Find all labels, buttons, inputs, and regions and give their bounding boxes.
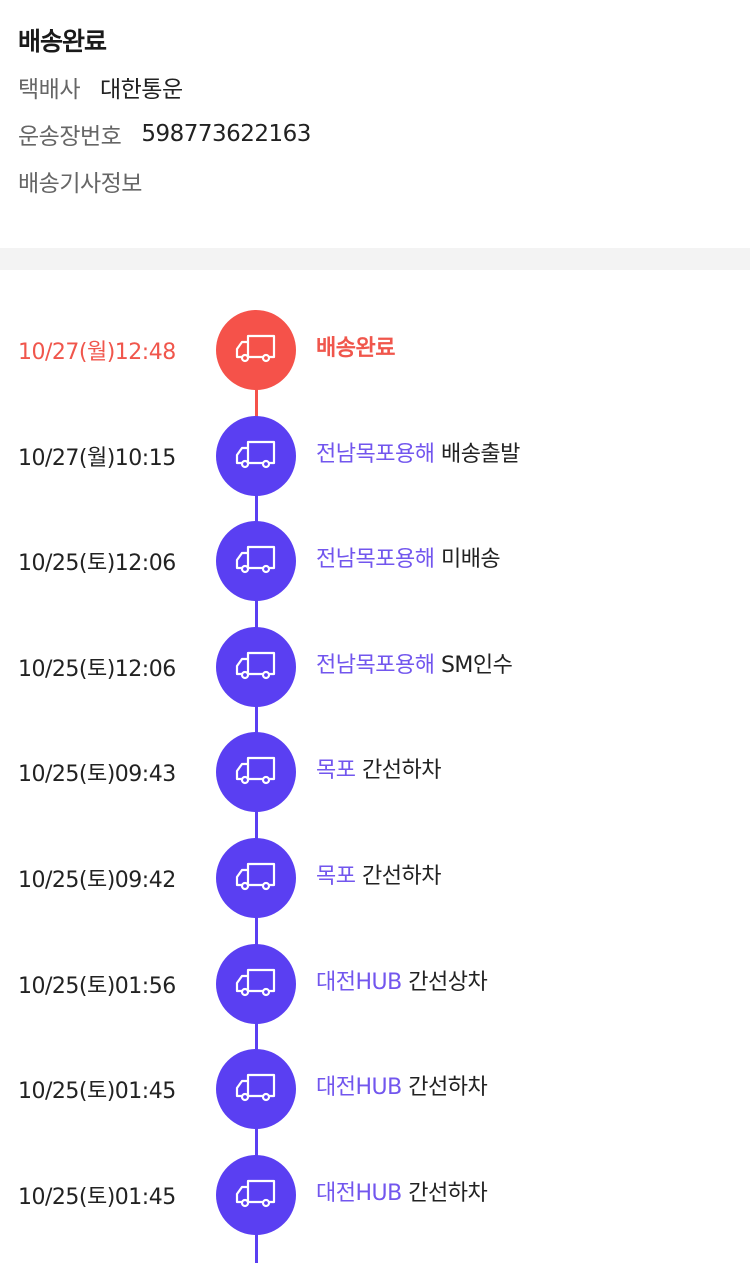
event-description: 목포 간선하차 — [316, 752, 441, 784]
status-circle — [216, 521, 296, 602]
event-time: 10/25(토)12:06 — [18, 551, 176, 577]
timeline-connector — [255, 915, 258, 946]
timeline-item: 10/25(토)01:45 대전HUB 간선하차 — [0, 1049, 750, 1158]
status-circle — [216, 1049, 296, 1130]
timeline-item: 10/25(토)12:06 전남목포용해 미배송 — [0, 521, 750, 630]
driver-info-row[interactable]: 배송기사정보 — [18, 162, 732, 199]
timeline-connector — [255, 388, 258, 418]
truck-icon — [234, 965, 278, 1003]
truck-icon — [234, 859, 278, 897]
event-description: 전남목포용해 SM인수 — [316, 647, 513, 679]
event-time: 10/25(토)09:43 — [18, 762, 176, 788]
tracking-timeline: 10/27(월)12:48 배송완료 10/27(월)10:15 전남목포용해 배… — [0, 270, 750, 1263]
event-time: 10/27(월)10:15 — [18, 445, 176, 471]
delivery-status-title: 배송완료 — [18, 27, 107, 56]
status-circle — [216, 1154, 296, 1235]
event-status: SM인수 — [440, 652, 513, 678]
truck-icon — [234, 437, 278, 475]
status-circle — [216, 310, 296, 390]
event-time: 10/25(토)01:56 — [18, 973, 176, 999]
event-time: 10/25(토)12:06 — [18, 656, 176, 682]
timeline-connector — [255, 1127, 258, 1158]
truck-icon — [234, 1176, 278, 1214]
event-location: 대전HUB — [316, 1075, 402, 1101]
truck-icon — [234, 753, 278, 791]
courier-value: 대한통운 — [99, 76, 183, 103]
status-circle — [216, 943, 296, 1024]
event-time: 10/25(토)01:45 — [18, 1184, 176, 1210]
event-description: 대전HUB 간선하차 — [316, 1069, 488, 1101]
driver-info-label[interactable]: 배송기사정보 — [18, 170, 142, 197]
event-description: 대전HUB 간선하차 — [316, 1175, 488, 1207]
timeline-item: 10/25(토)09:43 목포 간선하차 — [0, 732, 750, 841]
timeline-connector — [255, 810, 258, 841]
event-status: 미배송 — [440, 547, 501, 573]
timeline-item: 10/25(토)09:42 목포 간선하차 — [0, 837, 750, 946]
event-description: 전남목포용해 배송출발 — [316, 436, 520, 468]
delivery-summary: 배송완료 택배사 대한통운 운송장번호 598773622163 배송기사정보 — [0, 0, 750, 248]
timeline-connector — [255, 599, 258, 630]
event-location: 목포 — [316, 863, 356, 889]
event-location: 목포 — [316, 758, 356, 784]
status-circle — [216, 626, 296, 707]
status-circle — [216, 732, 296, 813]
timeline-item: 10/25(토)12:06 전남목포용해 SM인수 — [0, 626, 750, 735]
event-status: 간선하차 — [361, 863, 441, 889]
event-location: 대전HUB — [316, 969, 402, 995]
tracking-label: 운송장번호 — [18, 123, 122, 150]
truck-icon — [234, 648, 278, 686]
courier-label: 택배사 — [18, 76, 80, 103]
tracking-row: 운송장번호 598773622163 — [18, 115, 732, 152]
timeline-connector — [255, 1232, 258, 1263]
status-circle — [216, 837, 296, 918]
event-time: 10/25(토)01:45 — [18, 1079, 176, 1105]
tracking-number[interactable]: 598773622163 — [141, 120, 311, 147]
timeline-item: 10/27(월)12:48 배송완료 — [0, 310, 750, 418]
event-location: 전남목포용해 — [316, 652, 435, 678]
event-description: 전남목포용해 미배송 — [316, 541, 501, 573]
timeline-connector — [255, 493, 258, 524]
event-description: 배송완료 — [316, 330, 395, 362]
event-status: 간선하차 — [408, 1180, 488, 1206]
event-time: 10/27(월)12:48 — [18, 340, 176, 365]
timeline-item: 10/25(토)01:56 대전HUB 간선상차 — [0, 943, 750, 1052]
timeline-connector — [255, 1021, 258, 1052]
event-description: 목포 간선하차 — [316, 858, 441, 890]
event-status: 간선상차 — [408, 969, 488, 995]
event-status: 배송출발 — [440, 441, 520, 467]
timeline-connector — [255, 704, 258, 735]
event-time: 10/25(토)09:42 — [18, 867, 176, 893]
event-description: 대전HUB 간선상차 — [316, 964, 488, 996]
event-status: 간선하차 — [361, 758, 441, 784]
event-location: 전남목포용해 — [316, 441, 435, 467]
timeline-item: 10/25(토)01:45 대전HUB 간선하차 — [0, 1154, 750, 1263]
truck-icon — [234, 542, 278, 580]
truck-icon — [234, 1070, 278, 1108]
event-location: 대전HUB — [316, 1180, 402, 1206]
timeline-item: 10/27(월)10:15 전남목포용해 배송출발 — [0, 415, 750, 524]
section-divider — [0, 248, 750, 270]
event-location: 전남목포용해 — [316, 547, 435, 573]
courier-row: 택배사 대한통운 — [18, 68, 732, 105]
status-circle — [216, 415, 296, 496]
truck-icon — [234, 331, 278, 369]
event-status: 배송완료 — [316, 336, 395, 361]
event-status: 간선하차 — [408, 1075, 488, 1101]
